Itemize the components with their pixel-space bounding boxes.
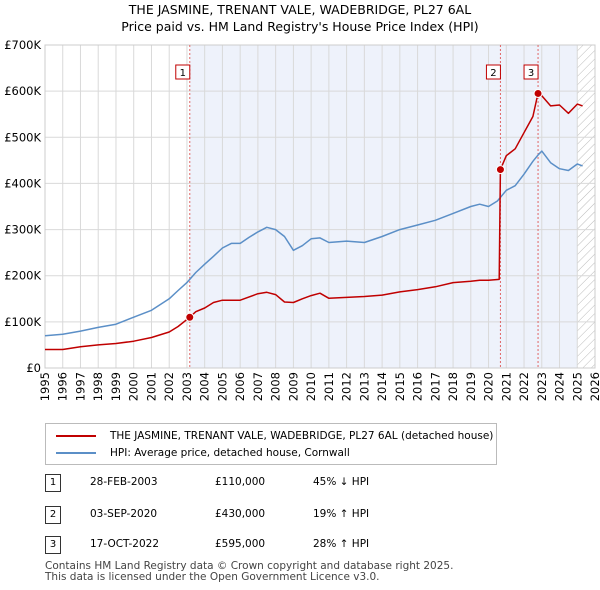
y-tick-label: £500K bbox=[4, 130, 41, 144]
x-tick-label: 1998 bbox=[91, 372, 105, 401]
footer-license: This data is licensed under the Open Gov… bbox=[45, 571, 380, 583]
y-tick-label: £700K bbox=[4, 38, 41, 52]
sale-date: 17-OCT-2022 bbox=[90, 538, 159, 550]
table-row: 3 17-OCT-2022 £595,000 28% ↑ HPI bbox=[45, 536, 445, 556]
sale-number: 2 bbox=[45, 506, 61, 524]
x-tick-label: 2025 bbox=[570, 372, 584, 401]
sale-point bbox=[495, 165, 505, 175]
sale-point bbox=[533, 88, 543, 98]
x-tick-label: 2010 bbox=[304, 372, 318, 401]
x-tick-label: 2013 bbox=[357, 372, 371, 401]
x-tick-label: 2022 bbox=[517, 372, 531, 401]
table-row: 2 03-SEP-2020 £430,000 19% ↑ HPI bbox=[45, 506, 445, 526]
legend-label-property: THE JASMINE, TRENANT VALE, WADEBRIDGE, P… bbox=[110, 430, 494, 442]
x-tick-label: 1999 bbox=[109, 372, 123, 401]
sale-label-box bbox=[523, 64, 539, 80]
sale-hpi-diff: 28% ↑ HPI bbox=[313, 538, 370, 550]
x-tick-label: 2016 bbox=[411, 372, 425, 401]
x-tick-label: 2020 bbox=[482, 372, 496, 401]
table-row: 1 28-FEB-2003 £110,000 45% ↓ HPI bbox=[45, 474, 445, 494]
x-tick-label: 2008 bbox=[269, 372, 283, 401]
sale-point bbox=[185, 312, 195, 322]
x-tick-label: 2005 bbox=[215, 372, 229, 401]
sale-price: £110,000 bbox=[215, 476, 266, 488]
x-tick-label: 2017 bbox=[428, 372, 442, 401]
legend: THE JASMINE, TRENANT VALE, WADEBRIDGE, P… bbox=[45, 423, 497, 465]
x-tick-label: 2003 bbox=[180, 372, 194, 401]
y-tick-label: £100K bbox=[4, 315, 41, 329]
sale-hpi-diff: 45% ↓ HPI bbox=[313, 476, 370, 488]
x-tick-label: 1996 bbox=[56, 372, 70, 401]
sale-label: 3 bbox=[528, 68, 534, 79]
x-tick-label: 2021 bbox=[499, 372, 513, 401]
sale-date: 28-FEB-2003 bbox=[90, 476, 158, 488]
price-chart: £0 £100K £200K £300K £400K £500K £600K £700K 199… bbox=[4, 38, 600, 401]
y-tick-label: £600K bbox=[4, 84, 41, 98]
x-tick-label: 2026 bbox=[588, 372, 600, 401]
x-tick-label: 2014 bbox=[375, 372, 389, 401]
sale-number: 1 bbox=[45, 474, 61, 492]
property-price-line bbox=[45, 92, 583, 351]
plot-frame bbox=[44, 44, 596, 369]
hatched-region bbox=[577, 45, 595, 368]
ownership-shading bbox=[189, 45, 578, 368]
footer-copyright: Contains HM Land Registry data © Crown c… bbox=[45, 560, 454, 572]
legend-item-property: THE JASMINE, TRENANT VALE, WADEBRIDGE, P… bbox=[56, 428, 493, 444]
x-tick-label: 2024 bbox=[553, 372, 567, 401]
x-tick-label: 2002 bbox=[162, 372, 176, 401]
x-tick-label: 2001 bbox=[144, 372, 158, 401]
x-tick-label: 2011 bbox=[322, 372, 336, 401]
legend-swatch-hpi bbox=[56, 452, 96, 454]
x-tick-label: 2000 bbox=[127, 372, 141, 401]
sale-price: £430,000 bbox=[215, 508, 266, 520]
x-tick-label: 2007 bbox=[251, 372, 265, 401]
x-tick-label: 2015 bbox=[393, 372, 407, 401]
x-tick-label: 2012 bbox=[340, 372, 354, 401]
sale-label: 1 bbox=[180, 68, 186, 79]
sale-number: 3 bbox=[45, 536, 61, 554]
sale-label: 2 bbox=[490, 68, 496, 79]
x-tick-label: 2018 bbox=[446, 372, 460, 401]
x-tick-label: 2006 bbox=[233, 372, 247, 401]
legend-item-hpi: HPI: Average price, detached house, Corn… bbox=[56, 445, 350, 461]
y-tick-label: £0 bbox=[26, 361, 41, 375]
sale-price: £595,000 bbox=[215, 538, 266, 550]
sale-label-box bbox=[175, 64, 191, 80]
x-tick-label: 1997 bbox=[73, 372, 87, 401]
x-tick-label: 1995 bbox=[38, 372, 52, 401]
y-tick-label: £200K bbox=[4, 269, 41, 283]
sale-label-box bbox=[485, 64, 501, 80]
sale-hpi-diff: 19% ↑ HPI bbox=[313, 508, 370, 520]
y-tick-label: £400K bbox=[4, 176, 41, 190]
x-tick-label: 2004 bbox=[198, 372, 212, 401]
y-tick-label: £300K bbox=[4, 223, 41, 237]
sale-date: 03-SEP-2020 bbox=[90, 508, 158, 520]
legend-label-hpi: HPI: Average price, detached house, Corn… bbox=[110, 447, 350, 459]
legend-swatch-property bbox=[56, 435, 96, 437]
chart-subtitle: Price paid vs. HM Land Registry's House … bbox=[121, 19, 479, 34]
x-tick-label: 2009 bbox=[286, 372, 300, 401]
x-tick-label: 2019 bbox=[464, 372, 478, 401]
chart-title: THE JASMINE, TRENANT VALE, WADEBRIDGE, P… bbox=[128, 2, 472, 17]
hpi-line bbox=[44, 150, 583, 337]
x-tick-label: 2023 bbox=[535, 372, 549, 401]
